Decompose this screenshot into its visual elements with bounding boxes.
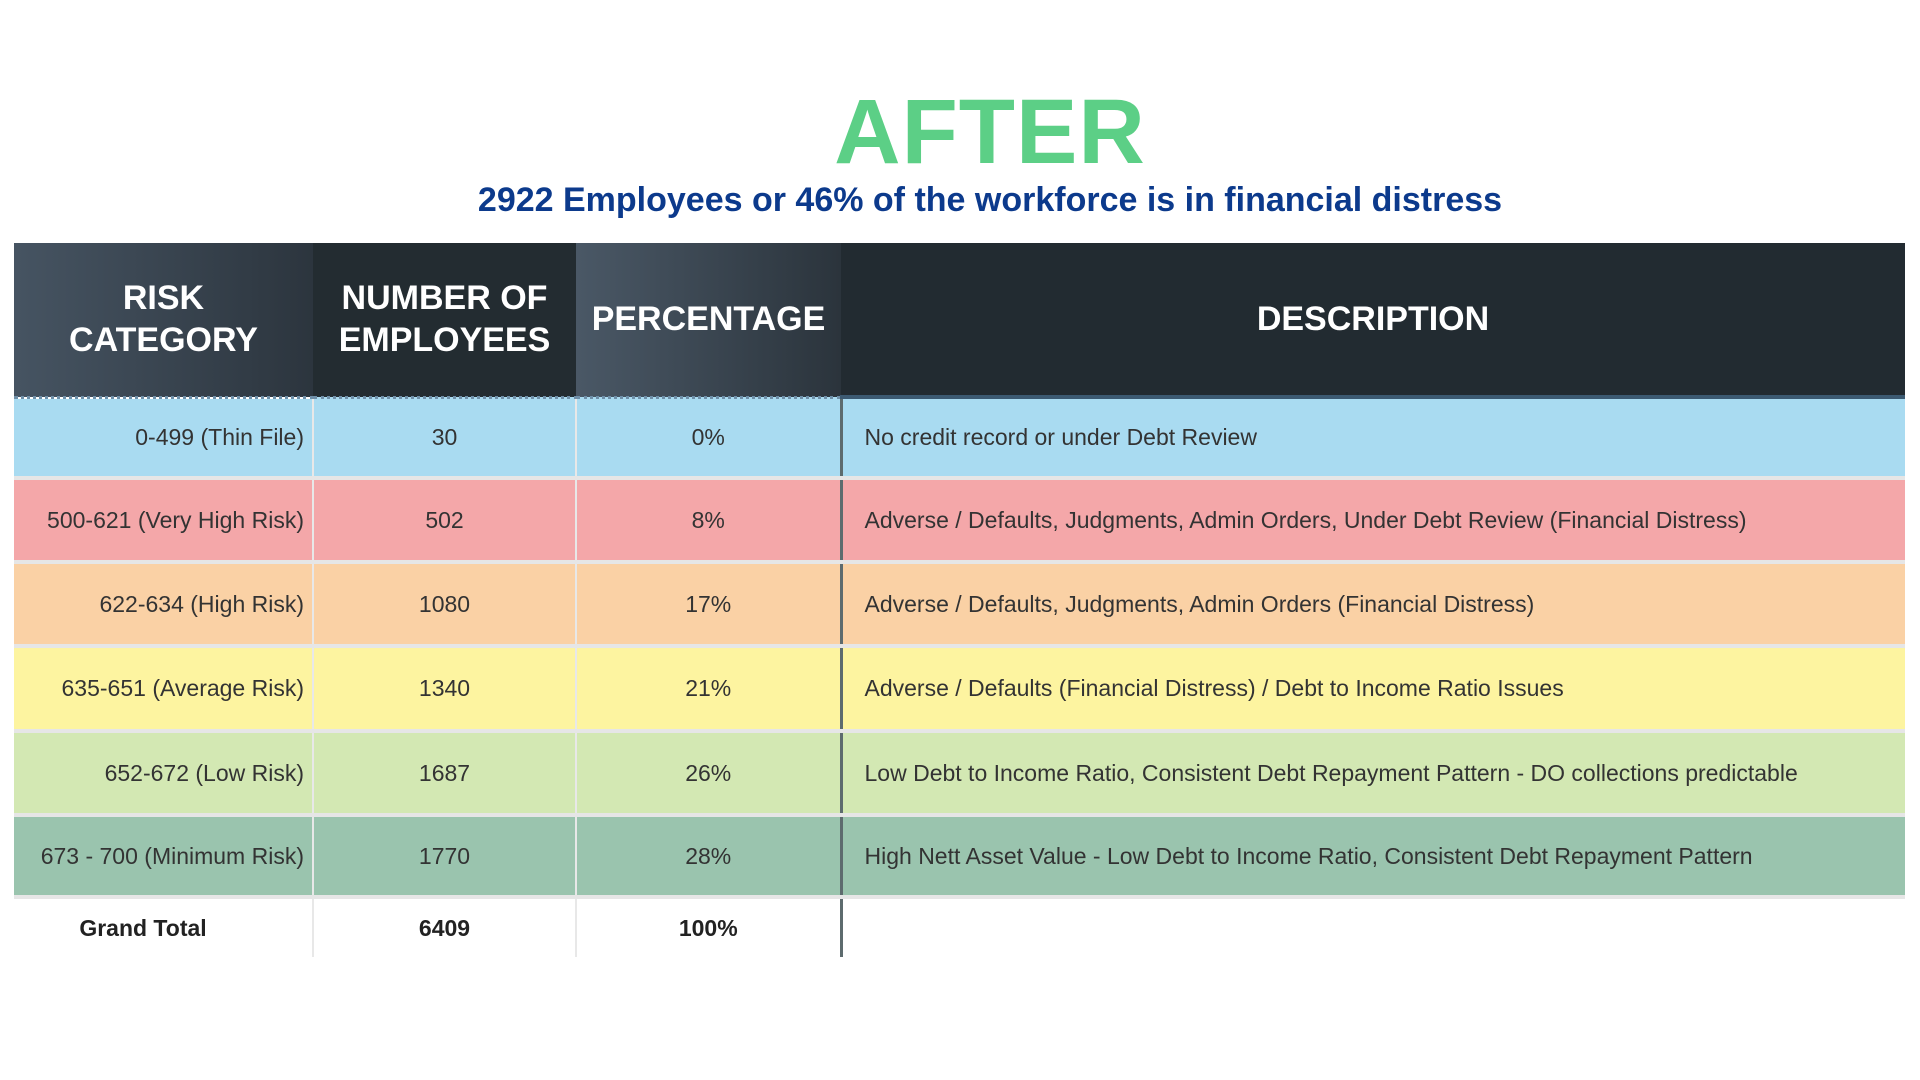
grand-total-label-cell: Grand Total	[14, 897, 314, 957]
description-cell: No credit record or under Debt Review	[841, 397, 1905, 480]
employees-cell: 1340	[313, 646, 577, 733]
risk-table: RISK CATEGORY NUMBER OF EMPLOYEES PERCEN…	[14, 243, 1905, 957]
header-risk-category: RISK CATEGORY	[14, 243, 313, 399]
percentage-cell: 26%	[576, 731, 843, 817]
risk-category-cell: 635-651 (Average Risk)	[14, 646, 314, 733]
table-row: 635-651 (Average Risk) 1340 21% Adverse / D…	[14, 646, 1905, 733]
description-cell: Adverse / Defaults, Judgments, Admin Ord…	[841, 562, 1905, 648]
percentage-cell: 8%	[576, 478, 843, 564]
grand-total-percentage-cell: 100%	[576, 897, 843, 957]
risk-category-cell: 0-499 (Thin File)	[14, 397, 314, 480]
employees-cell: 30	[313, 397, 577, 480]
description-cell: Adverse / Defaults, Judgments, Admin Ord…	[841, 478, 1905, 564]
employees-cell: 1687	[313, 731, 577, 817]
grand-total-blank-cell	[841, 897, 1905, 957]
employees-cell: 1770	[313, 815, 577, 899]
risk-category-label: 0-499 (Thin File)	[135, 423, 304, 450]
percentage-cell: 28%	[576, 815, 843, 899]
risk-category-label: 500-621 (Very High Risk)	[47, 506, 304, 533]
risk-category-label: 673 - 700 (Minimum Risk)	[40, 842, 304, 869]
description-cell: Low Debt to Income Ratio, Consistent Deb…	[841, 731, 1905, 817]
header-number-of-employees: NUMBER OF EMPLOYEES	[313, 243, 576, 399]
page-title: AFTER	[834, 81, 1146, 183]
risk-category-cell: 673 - 700 (Minimum Risk)	[14, 815, 314, 899]
grand-total-employees-cell: 6409	[313, 897, 577, 957]
risk-category-label: 635-651 (Average Risk)	[61, 675, 304, 701]
table-row: 500-621 (Very High Risk) 502 8% Adverse / D…	[14, 478, 1905, 564]
header-description: DESCRIPTION	[841, 243, 1905, 399]
table-row: 622-634 (High Risk) 1080 17% Adverse / Defa…	[14, 562, 1905, 648]
description-cell: Adverse / Defaults (Financial Distress) …	[841, 646, 1905, 733]
risk-category-cell: 500-621 (Very High Risk)	[14, 478, 314, 564]
grand-total-row: Grand Total 6409 100%	[14, 897, 1905, 957]
percentage-cell: 0%	[576, 397, 843, 480]
page-subtitle: 2922 Employees or 46% of the workforce i…	[477, 181, 1503, 219]
percentage-cell: 17%	[576, 562, 843, 648]
table-row: 652-672 (Low Risk) 1687 26% Low Debt to Inc…	[14, 731, 1905, 817]
table-header-row: RISK CATEGORY NUMBER OF EMPLOYEES PERCEN…	[14, 243, 1905, 399]
risk-category-cell: 622-634 (High Risk)	[14, 562, 314, 648]
percentage-cell: 21%	[576, 646, 843, 733]
description-cell: High Nett Asset Value - Low Debt to Inco…	[841, 815, 1905, 899]
risk-category-label: 652-672 (Low Risk)	[104, 759, 304, 786]
table-row: 0-499 (Thin File) 30 0% No credit record or…	[14, 397, 1905, 480]
header-percentage: PERCENTAGE	[576, 243, 841, 399]
risk-category-cell: 652-672 (Low Risk)	[14, 731, 314, 817]
employees-cell: 1080	[313, 562, 577, 648]
table-row: 673 - 700 (Minimum Risk) 1770 28% High Nett…	[14, 815, 1905, 899]
risk-category-label: 622-634 (High Risk)	[99, 590, 304, 617]
employees-cell: 502	[313, 478, 577, 564]
